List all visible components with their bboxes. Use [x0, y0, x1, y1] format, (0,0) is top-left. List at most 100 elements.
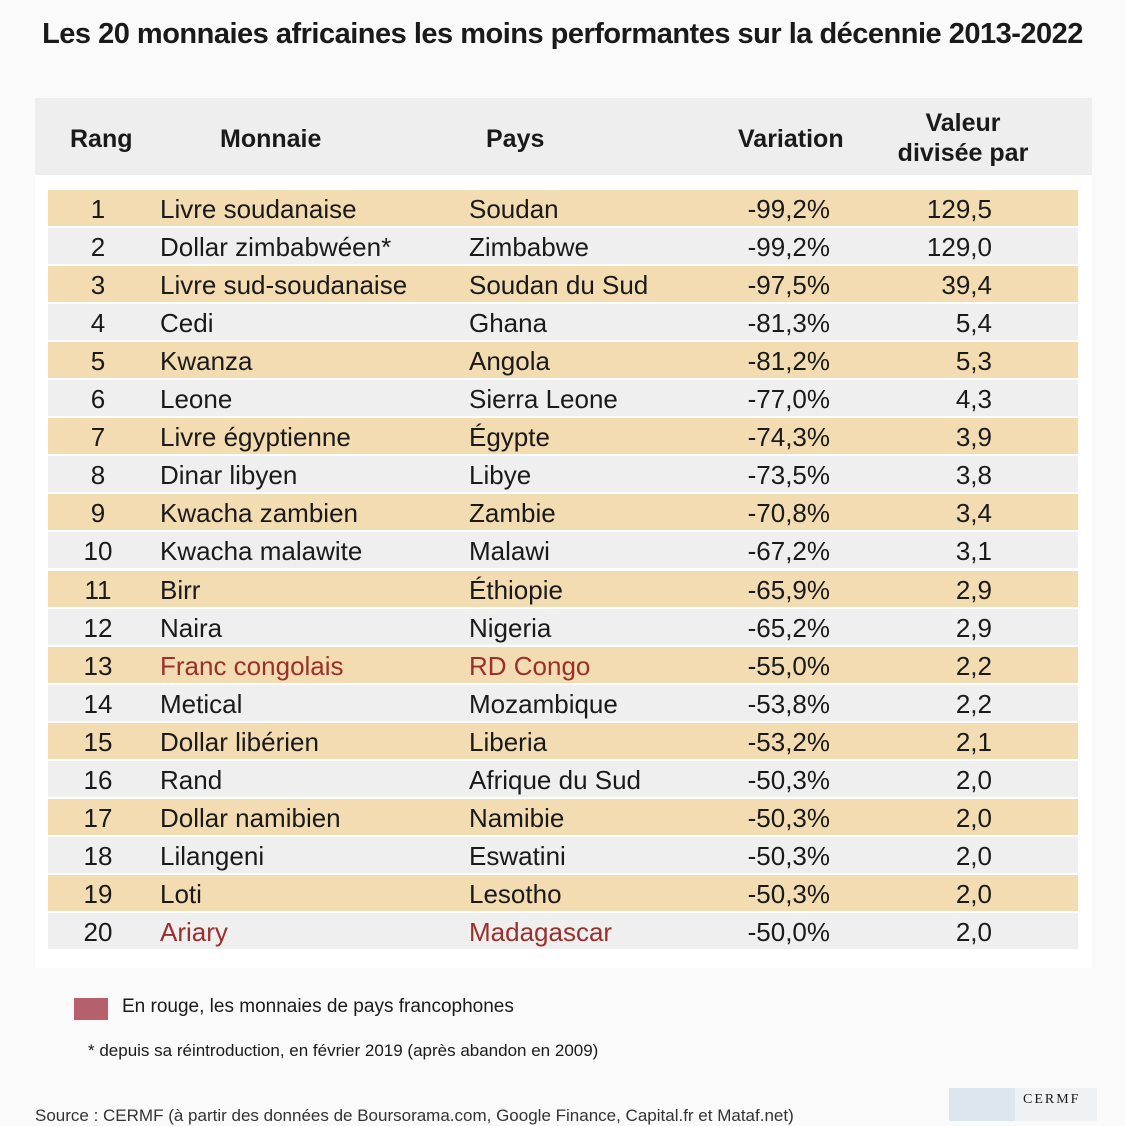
- table-cell: 13: [83, 650, 113, 681]
- table-cell: Franc congolais: [160, 650, 344, 681]
- table-cell: Madagascar: [469, 916, 613, 947]
- table-cell: 1: [90, 194, 106, 224]
- table-cell: -97,5%: [747, 270, 830, 301]
- table-header: [35, 98, 1092, 175]
- table-cell: -65,2%: [747, 612, 830, 643]
- table-cell: 2,0: [955, 916, 992, 947]
- table-cell: -50,0%: [747, 916, 830, 947]
- footnote: * depuis sa réintroduction, en février 2…: [88, 1041, 599, 1060]
- table-cell: 2,0: [955, 802, 992, 833]
- column-header: Variation: [738, 125, 844, 153]
- column-header: Monnaie: [220, 125, 322, 153]
- legend-text: En rouge, les monnaies de pays francopho…: [122, 996, 514, 1017]
- table-cell: -81,2%: [747, 346, 830, 377]
- table-row: 9 Kwacha zambien Zambie -70,8% 3,4: [48, 494, 1078, 531]
- table-cell: 11: [84, 574, 112, 605]
- table-row: 17 Dollar namibien Namibie -50,3% 2,0: [48, 798, 1078, 835]
- table-cell: Livre égyptienne: [160, 422, 351, 453]
- table-cell: -77,0%: [747, 384, 830, 415]
- table-row: 19 Loti Lesotho -50,3% 2,0: [48, 874, 1078, 911]
- table-cell: 3,8: [955, 460, 992, 491]
- table-cell: 2,1: [955, 726, 992, 757]
- source: Source : CERMF (à partir des données de …: [35, 1106, 794, 1125]
- table-cell: Soudan du Sud: [469, 270, 649, 301]
- table-row: 2 Dollar zimbabwéen* Zimbabwe -99,2% 129,0: [48, 228, 1078, 265]
- table-cell: Malawi: [469, 536, 550, 567]
- table-cell: Angola: [469, 346, 550, 377]
- table-cell: -99,2%: [747, 194, 830, 224]
- table-cell: Dollar libérien: [160, 726, 319, 757]
- table-row: 7 Livre égyptienne Égypte -74,3% 3,9: [48, 418, 1078, 455]
- table-cell: Kwacha zambien: [160, 498, 358, 529]
- table-cell: 129,0: [926, 232, 992, 263]
- table-cell: Cedi: [160, 308, 214, 339]
- table-cell: Libye: [469, 460, 532, 491]
- table-cell: Zimbabwe: [469, 232, 589, 263]
- table-cell: 16: [83, 764, 113, 795]
- table-cell: 12: [83, 612, 113, 643]
- table-cell: RD Congo: [469, 650, 591, 681]
- table-cell: 3,1: [955, 536, 992, 567]
- table-row: 14 Metical Mozambique -53,8% 2,2: [48, 684, 1078, 721]
- table-cell: Liberia: [469, 726, 548, 757]
- table-cell: Kwanza: [160, 346, 253, 377]
- table-cell: Mozambique: [469, 688, 618, 719]
- title: Les 20 monnaies africaines les moins per…: [42, 18, 1083, 50]
- table-row: 3 Livre sud-soudanaise Soudan du Sud -97,5%…: [48, 266, 1078, 303]
- table-cell: -50,3%: [747, 878, 830, 909]
- table-row: 16 Rand Afrique du Sud -50,3% 2,0: [48, 760, 1078, 797]
- table-cell: Afrique du Sud: [469, 764, 642, 795]
- table-cell: 4: [90, 308, 106, 339]
- table-cell: 8: [90, 460, 106, 491]
- table-cell: 5,4: [955, 308, 992, 339]
- table-cell: -55,0%: [747, 650, 830, 681]
- table-cell: 18: [83, 840, 113, 871]
- legend-swatch: [74, 998, 108, 1020]
- table-row: 20 Ariary Madagascar -50,0% 2,0: [48, 912, 1078, 949]
- table-cell: -81,3%: [747, 308, 830, 339]
- table-cell: 2,9: [955, 612, 992, 643]
- table-cell: 6: [90, 384, 106, 415]
- table-cell: -50,3%: [747, 764, 830, 795]
- table-cell: 4,3: [955, 384, 992, 415]
- table-cell: 3,9: [955, 422, 992, 453]
- table-cell: 2,0: [955, 764, 992, 795]
- table-cell: -65,9%: [747, 574, 830, 605]
- table-cell: Livre sud-soudanaise: [160, 270, 408, 301]
- table-cell: Livre soudanaise: [160, 194, 357, 224]
- table-cell: Lesotho: [469, 878, 562, 909]
- table-row: 18 Lilangeni Eswatini -50,3% 2,0: [48, 836, 1078, 873]
- table-cell: 9: [90, 498, 106, 529]
- table-cell: 17: [83, 802, 113, 833]
- table-cell: -53,2%: [747, 726, 830, 757]
- table-row: 1 Livre soudanaise Soudan -99,2% 129,5: [48, 190, 1078, 226]
- table-cell: 7: [90, 422, 106, 453]
- column-header: Rang: [70, 125, 133, 153]
- table-cell: Rand: [160, 764, 223, 795]
- table-cell: Sierra Leone: [469, 384, 618, 415]
- table-cell: 2,0: [955, 878, 992, 909]
- table-cell: Loti: [160, 878, 202, 909]
- table-cell: Namibie: [469, 802, 565, 833]
- table-cell: Éthiopie: [469, 574, 563, 605]
- table-cell: 5,3: [955, 346, 992, 377]
- table-cell: Metical: [160, 688, 243, 719]
- table-cell: 20: [83, 916, 113, 947]
- table-cell: Dinar libyen: [160, 460, 298, 491]
- table-cell: Nigeria: [469, 612, 552, 643]
- table-cell: 14: [83, 688, 113, 719]
- table-row: 5 Kwanza Angola -81,2% 5,3: [48, 342, 1078, 379]
- table-cell: -53,8%: [747, 688, 830, 719]
- table-cell: Birr: [160, 574, 201, 605]
- table-cell: 129,5: [926, 194, 992, 224]
- table-cell: Ariary: [160, 916, 228, 947]
- table-cell: 3,4: [955, 498, 992, 529]
- table-row: 12 Naira Nigeria -65,2% 2,9: [48, 608, 1078, 645]
- logo: CERMF: [949, 1088, 1097, 1121]
- table-row: 13 Franc congolais RD Congo -55,0% 2,2: [48, 646, 1078, 683]
- table-cell: Soudan: [469, 194, 559, 224]
- column-header: Pays: [486, 125, 545, 153]
- table-row: 6 Leone Sierra Leone -77,0% 4,3: [48, 380, 1078, 417]
- table-cell: 2,0: [955, 840, 992, 871]
